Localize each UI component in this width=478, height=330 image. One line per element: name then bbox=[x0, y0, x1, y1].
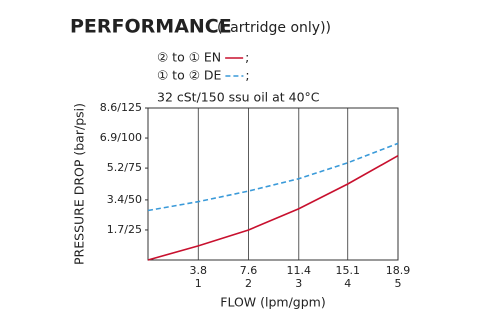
line-series bbox=[147, 142, 399, 212]
x-tick-label-gpm: 4 bbox=[344, 277, 351, 290]
y-tick-label: 3.4/50 bbox=[107, 193, 142, 206]
y-tick-label: 5.2/75 bbox=[107, 161, 142, 174]
legend-label: ① to ② DE bbox=[157, 68, 222, 83]
y-axis-label: PRESSURE DROP (bar/psi) bbox=[72, 103, 87, 265]
note: 32 cSt/150 ssu oil at 40°C bbox=[157, 90, 320, 105]
x-tick-label-gpm: 2 bbox=[245, 277, 252, 290]
x-tick-label: 11.4 bbox=[287, 264, 312, 277]
x-tick-label-gpm: 3 bbox=[295, 277, 302, 290]
x-tick-label-gpm: 1 bbox=[195, 277, 202, 290]
chart-subtitle: (cartridge only)) bbox=[217, 20, 331, 36]
y-tick-label: 1.7/25 bbox=[107, 223, 142, 236]
y-tick-label: 6.9/100 bbox=[100, 131, 142, 144]
x-tick-label: 3.8 bbox=[190, 264, 208, 277]
legend-label: ② to ① EN bbox=[157, 50, 221, 65]
plot-frame bbox=[147, 107, 399, 261]
x-tick-label: 15.1 bbox=[335, 264, 360, 277]
legend-suffix: ; bbox=[245, 68, 249, 83]
chart-title: PERFORMANCE bbox=[70, 16, 232, 38]
line-series bbox=[147, 155, 399, 261]
legend-suffix: ; bbox=[245, 50, 249, 65]
x-tick-label: 18.9 bbox=[386, 264, 411, 277]
x-axis-label: FLOW (lpm/gpm) bbox=[220, 295, 325, 310]
x-tick-label: 7.6 bbox=[240, 264, 258, 277]
x-tick-label-gpm: 5 bbox=[395, 277, 402, 290]
y-tick-label: 8.6/125 bbox=[100, 101, 142, 114]
